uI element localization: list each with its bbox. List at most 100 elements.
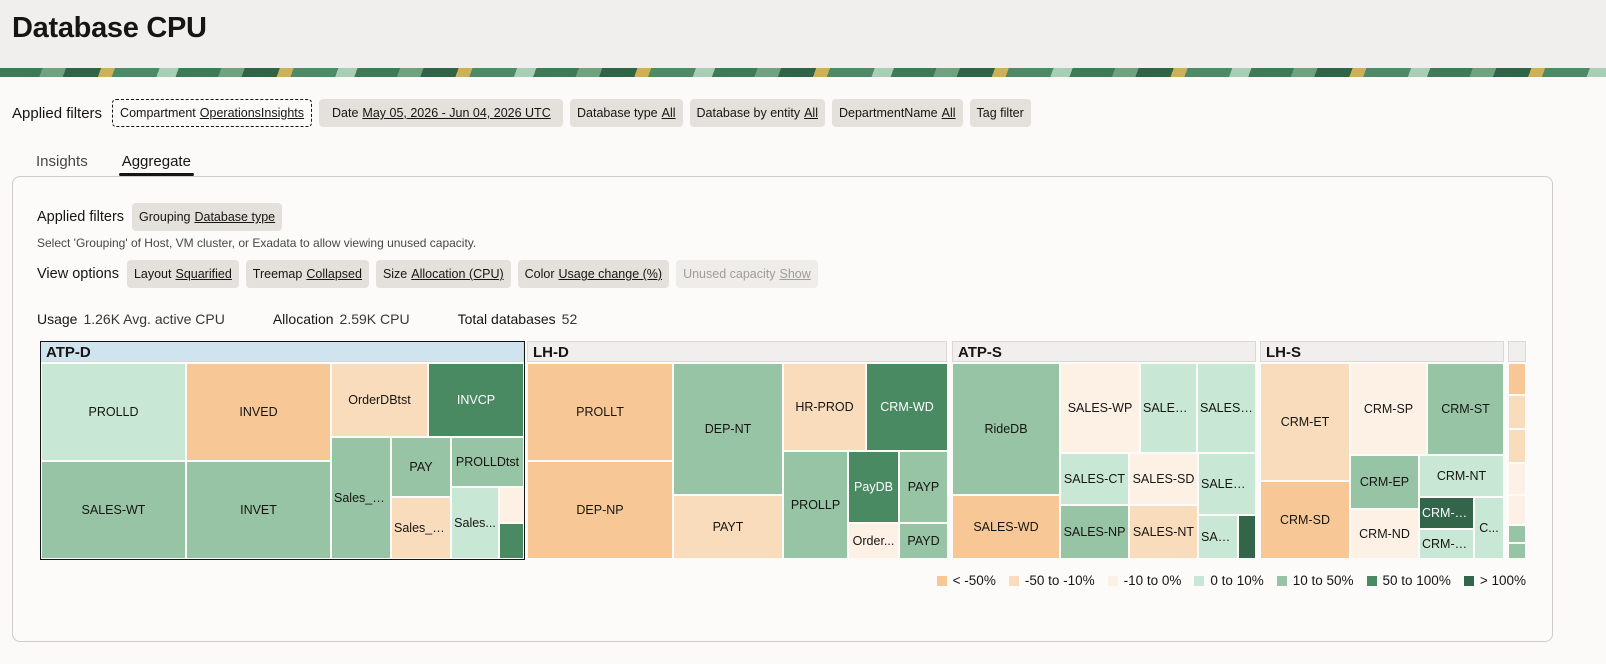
treemap-tile[interactable] (1508, 525, 1526, 543)
treemap-tile[interactable] (499, 523, 524, 559)
treemap-tile[interactable]: PAYD (899, 523, 948, 559)
treemap-tile-label: CRM-ET (1280, 415, 1330, 429)
treemap-tile[interactable]: CRM-NP (1419, 497, 1474, 529)
treemap-tile[interactable]: INVET (186, 461, 331, 559)
view-chip-value[interactable]: Usage change (%) (558, 267, 663, 281)
applied-filters-bar: Applied filters Compartment OperationsIns… (12, 98, 1038, 128)
treemap-tile[interactable]: SALES-... (1198, 453, 1256, 515)
treemap-tile[interactable]: PayDB (848, 451, 899, 523)
treemap-tile[interactable]: CRM-SD (1260, 481, 1350, 559)
treemap-tile[interactable] (1508, 429, 1526, 463)
treemap-tile[interactable]: SALES-... (1140, 363, 1197, 453)
grouping-filter-chip[interactable]: Grouping Database type (132, 203, 283, 231)
view-chip-value: Show (779, 267, 811, 281)
treemap-tile[interactable]: PROLLT (527, 363, 673, 461)
treemap-tile[interactable]: SALES-CT (1060, 453, 1129, 505)
treemap-tile[interactable]: PAYT (673, 495, 783, 559)
treemap-tile[interactable]: C... (1474, 497, 1504, 559)
legend-label: 10 to 50% (1292, 573, 1354, 588)
view-chip-unused-capacity: Unused capacity Show (676, 260, 818, 288)
treemap-tile[interactable]: RideDB (952, 363, 1060, 495)
treemap-tile[interactable]: SALES-WT (41, 461, 186, 559)
legend-swatch (936, 575, 947, 586)
treemap-tile[interactable] (499, 487, 524, 523)
filter-chip-value[interactable]: All (661, 106, 676, 120)
filter-chip-value[interactable]: All (941, 106, 956, 120)
view-chip-treemap[interactable]: Treemap Collapsed (245, 260, 369, 288)
filter-chip-value[interactable]: All (804, 106, 818, 120)
color-legend: < -50% -50 to -10% -10 to 0% 0 to 10% 10 to … (924, 573, 1526, 588)
legend-item: > 100% (1463, 573, 1526, 588)
treemap-tile[interactable]: CRM-CP (1419, 529, 1474, 559)
treemap-tile-label: PayDB (854, 480, 893, 494)
filter-chip-database-by-entity[interactable]: Database by entity All (689, 99, 825, 127)
stat-label: Usage (37, 311, 78, 327)
treemap-tile-label: SALES-... (1143, 401, 1194, 415)
treemap-tile[interactable] (1508, 395, 1526, 429)
treemap-tile[interactable]: Sales... (451, 487, 499, 559)
treemap-tile[interactable]: INVED (186, 363, 331, 461)
treemap-tile[interactable]: SALES-WD (952, 495, 1060, 559)
treemap-tile[interactable]: OrderDBtst (331, 363, 428, 437)
legend-item: 0 to 10% (1194, 573, 1264, 588)
grouping-chip-value[interactable]: Database type (194, 210, 276, 224)
treemap-tile[interactable] (1238, 515, 1256, 559)
tab-insights[interactable]: Insights (36, 153, 88, 170)
treemap-tile[interactable]: CRM-SP (1350, 363, 1427, 455)
stat-allocation: Allocation 2.59K CPU (273, 311, 410, 327)
treemap-tile[interactable]: Order... (848, 523, 899, 559)
treemap-tile[interactable]: DEP-NP (527, 461, 673, 559)
filter-chip-compartment[interactable]: Compartment OperationsInsights (112, 99, 313, 127)
treemap-tile[interactable]: SALES-... (1197, 363, 1256, 453)
treemap-group-overflow[interactable] (1508, 341, 1526, 362)
filter-chip-value[interactable]: OperationsInsights (199, 106, 305, 120)
treemap-tile[interactable] (1508, 363, 1526, 395)
treemap-tile-label: OrderDBtst (348, 393, 411, 407)
filter-chip-key: Database by entity (696, 106, 801, 120)
filter-chip-departmentname[interactable]: DepartmentName All (831, 99, 963, 127)
treemap-tile[interactable] (1508, 463, 1526, 495)
treemap-tile[interactable]: PROLLD (41, 363, 186, 461)
legend-item: < -50% (936, 573, 996, 588)
filter-chip-database-type[interactable]: Database type All (570, 99, 683, 127)
treemap-tile[interactable] (1508, 543, 1526, 559)
treemap-tile[interactable]: PROLLDtst (451, 437, 524, 487)
treemap-tile[interactable]: SAL... (1198, 515, 1238, 559)
view-chip-value[interactable]: Allocation (CPU) (411, 267, 504, 281)
treemap-tile[interactable]: HR-PROD (783, 363, 866, 451)
treemap-tile[interactable]: CRM-ST (1427, 363, 1504, 455)
treemap-tile[interactable]: SALES-SD (1129, 453, 1198, 505)
treemap-tile[interactable]: SALES-WP (1060, 363, 1140, 453)
view-chip-color[interactable]: Color Usage change (%) (517, 260, 670, 288)
legend-swatch (1008, 575, 1019, 586)
treemap-tile[interactable]: PAY (391, 437, 451, 497)
treemap-group-lh-s[interactable]: LH-S (1260, 341, 1504, 362)
treemap-tile-label: PAYP (907, 480, 940, 494)
treemap-tile[interactable]: CRM-ND (1350, 509, 1419, 559)
treemap-tile[interactable]: CRM-WD (866, 363, 948, 451)
treemap-tile[interactable]: SALES-NT (1129, 505, 1198, 559)
tab-aggregate[interactable]: Aggregate (118, 150, 195, 176)
treemap-tile[interactable]: CRM-ET (1260, 363, 1350, 481)
treemap-tile[interactable]: PAYP (899, 451, 948, 523)
treemap-tile[interactable]: PROLLP (783, 451, 848, 559)
view-chip-value[interactable]: Collapsed (306, 267, 362, 281)
treemap-tile[interactable] (1508, 495, 1526, 525)
treemap-tile[interactable]: INVCP (428, 363, 524, 437)
treemap-group-atp-s[interactable]: ATP-S (952, 341, 1256, 362)
treemap-group-lh-d[interactable]: LH-D (527, 341, 947, 362)
view-chip-value[interactable]: Squarified (175, 267, 232, 281)
filter-chip-date[interactable]: Date May 05, 2026 - Jun 04, 2026 UTC (319, 99, 564, 127)
filter-chip-tag-filter[interactable]: Tag filter (969, 99, 1031, 127)
view-chip-layout[interactable]: Layout Squarified (126, 260, 239, 288)
treemap-tile[interactable]: CRM-NT (1419, 455, 1504, 497)
treemap-tile-label: PROLLT (576, 405, 624, 419)
treemap-group-atp-d[interactable]: ATP-D (40, 341, 524, 362)
filter-chip-value[interactable]: May 05, 2026 - Jun 04, 2026 UTC (362, 106, 551, 120)
treemap-tile[interactable]: CRM-EP (1350, 455, 1419, 509)
treemap-tile[interactable]: Sales_CS (331, 437, 391, 559)
treemap-tile[interactable]: DEP-NT (673, 363, 783, 495)
treemap-tile[interactable]: SALES-NP (1060, 505, 1129, 559)
view-chip-size[interactable]: Size Allocation (CPU) (375, 260, 511, 288)
treemap-tile[interactable]: Sales_US (391, 497, 451, 559)
